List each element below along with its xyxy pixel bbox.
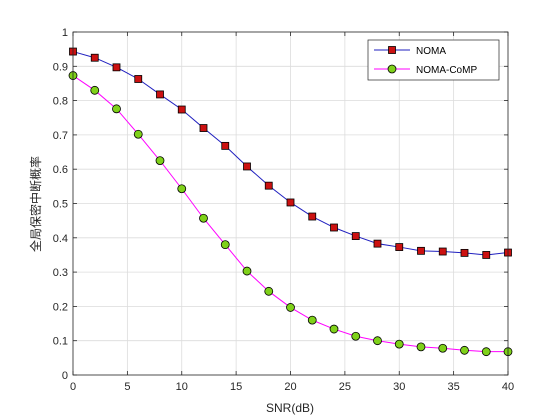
x-tick-label: 25 xyxy=(339,381,351,393)
point-noma xyxy=(330,223,338,232)
point-noma-comp xyxy=(199,213,208,223)
y-tick-label: 0.9 xyxy=(53,61,68,73)
point-noma-comp xyxy=(220,240,230,250)
legend-label-noma: NOMA xyxy=(416,46,446,57)
point-noma-comp xyxy=(351,331,361,341)
point-noma-comp xyxy=(481,347,491,357)
point-noma-comp xyxy=(460,345,469,355)
y-tick-label: 0.6 xyxy=(53,164,68,176)
y-tick-label: 0.3 xyxy=(53,267,68,279)
x-tick-labels: 0 5 10 15 20 25 30 35 40 xyxy=(70,381,514,393)
point-noma xyxy=(177,105,186,114)
x-tick-label: 0 xyxy=(70,381,76,393)
point-noma-comp xyxy=(329,324,339,334)
legend-label-noma-comp: NOMA-CoMP xyxy=(416,65,477,76)
x-axis-label: SNR(dB) xyxy=(266,401,314,415)
x-tick-label: 35 xyxy=(448,381,460,393)
point-noma-comp xyxy=(307,315,317,325)
x-tick-label: 10 xyxy=(176,381,188,393)
legend: NOMA NOMA-CoMP xyxy=(367,39,500,81)
y-tick-label: 0.4 xyxy=(53,233,68,245)
point-noma-comp xyxy=(133,129,143,139)
point-noma-comp xyxy=(112,104,121,114)
ticks xyxy=(72,31,509,376)
point-noma xyxy=(156,90,164,99)
point-noma-comp xyxy=(242,266,252,276)
y-tick-label: 1 xyxy=(62,27,68,39)
x-tick-label: 20 xyxy=(284,381,296,393)
point-noma xyxy=(221,141,230,150)
point-noma xyxy=(351,232,360,240)
legend-marker-noma xyxy=(388,46,396,54)
point-noma-comp xyxy=(155,156,165,166)
y-tick-labels: 0 0.1 0.2 0.3 0.4 0.5 0.6 0.7 0.8 0.9 1 xyxy=(53,27,68,382)
point-noma xyxy=(90,53,99,62)
point-noma xyxy=(460,248,469,257)
point-noma xyxy=(438,247,447,256)
point-noma xyxy=(286,198,295,207)
point-noma xyxy=(417,246,425,255)
point-noma-comp xyxy=(264,286,274,296)
point-noma xyxy=(373,239,382,248)
y-tick-label: 0.2 xyxy=(53,301,68,313)
point-noma xyxy=(482,251,491,259)
point-noma xyxy=(395,243,404,251)
point-noma xyxy=(264,181,273,190)
y-tick-label: 0 xyxy=(62,370,68,382)
x-tick-label: 15 xyxy=(230,381,242,393)
point-noma xyxy=(308,212,317,221)
point-noma-comp xyxy=(416,342,426,352)
point-noma-comp xyxy=(394,339,404,349)
point-noma xyxy=(134,75,143,83)
point-noma-comp xyxy=(90,85,100,95)
y-axis-label: 全局保密中断概率 xyxy=(28,156,43,252)
point-noma-comp xyxy=(373,336,382,346)
y-tick-label: 0.5 xyxy=(53,199,68,211)
y-tick-label: 0.8 xyxy=(53,96,68,108)
x-tick-label: 40 xyxy=(502,381,514,393)
point-noma xyxy=(243,162,251,171)
point-noma-comp xyxy=(286,303,295,312)
point-noma-comp xyxy=(177,184,187,194)
point-noma xyxy=(112,63,121,72)
point-noma-comp xyxy=(438,343,448,353)
legend-marker-noma-comp xyxy=(387,64,397,74)
x-tick-label: 5 xyxy=(124,381,130,393)
y-tick-label: 0.7 xyxy=(53,130,68,142)
x-tick-label: 30 xyxy=(393,381,405,393)
point-noma xyxy=(199,124,208,132)
y-tick-label: 0.1 xyxy=(53,336,68,348)
